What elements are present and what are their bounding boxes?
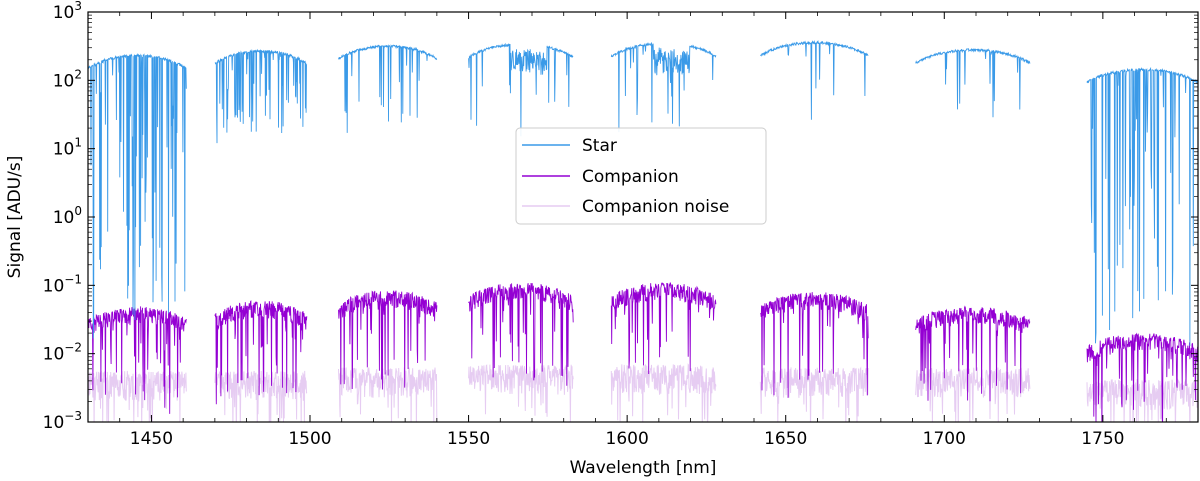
- legend-label-companion: Companion: [582, 167, 679, 187]
- companion-noise-segment-4: [468, 364, 574, 422]
- y-axis-ticks: 10−3 10−2 10−1 100 101 102 103: [43, 0, 1198, 433]
- plot-series: [88, 39, 1198, 422]
- star-segment-7: [915, 47, 1031, 118]
- companion-segment-3: [338, 290, 438, 390]
- companion-segment-5: [610, 282, 717, 375]
- y-tick-label: 102: [53, 67, 82, 91]
- companion-noise-segment-3: [338, 367, 438, 422]
- companion-noise-segment-2: [214, 370, 308, 422]
- y-tick-label: 10−2: [43, 341, 82, 365]
- x-tick-label-1700: 1700: [923, 429, 966, 449]
- x-axis-title: Wavelength [nm]: [570, 458, 717, 478]
- x-axis-ticks: 1450 1500 1550 1600 1650 1700 1750: [87, 12, 1199, 449]
- legend-label-companion-noise: Companion noise: [582, 197, 729, 217]
- x-tick-label-1550: 1550: [447, 429, 490, 449]
- star-segment-8: [1086, 66, 1198, 347]
- star-segment-4: [468, 42, 574, 137]
- y-axis-title: Signal [ADU/s]: [5, 156, 25, 279]
- star-segment-2: [214, 48, 308, 144]
- star-segment-5: [610, 41, 717, 133]
- y-tick-label: 10−1: [43, 272, 82, 296]
- x-tick-label-1600: 1600: [606, 429, 649, 449]
- companion-noise-segment-8: [1086, 378, 1198, 422]
- companion-segment-1: [88, 306, 187, 414]
- companion-segment-6: [760, 292, 869, 398]
- companion-noise-segment-7: [915, 367, 1031, 422]
- companion-segment-8: [1086, 332, 1198, 422]
- star-segment-1: [88, 52, 187, 339]
- x-tick-label-1500: 1500: [288, 429, 331, 449]
- y-tick-label: 10−3: [43, 409, 82, 433]
- y-tick-label: 100: [53, 204, 82, 228]
- companion-segment-7: [915, 305, 1031, 402]
- companion-noise-segment-5: [610, 363, 717, 422]
- companion-segment-2: [214, 300, 308, 405]
- companion-noise-segment-1: [88, 370, 187, 422]
- legend: Star Companion Companion noise: [515, 127, 767, 225]
- legend-box: [515, 127, 767, 225]
- companion-noise-segment-6: [759, 366, 869, 422]
- companion-segment-4: [468, 282, 574, 386]
- x-tick-label-1450: 1450: [130, 429, 173, 449]
- star-segment-3: [338, 44, 438, 133]
- star-segment-6: [760, 39, 869, 120]
- x-tick-label-1650: 1650: [764, 429, 807, 449]
- y-tick-label: 101: [53, 136, 82, 160]
- legend-label-star: Star: [582, 136, 617, 156]
- x-tick-label-1750: 1750: [1081, 429, 1124, 449]
- y-tick-label: 103: [53, 0, 82, 23]
